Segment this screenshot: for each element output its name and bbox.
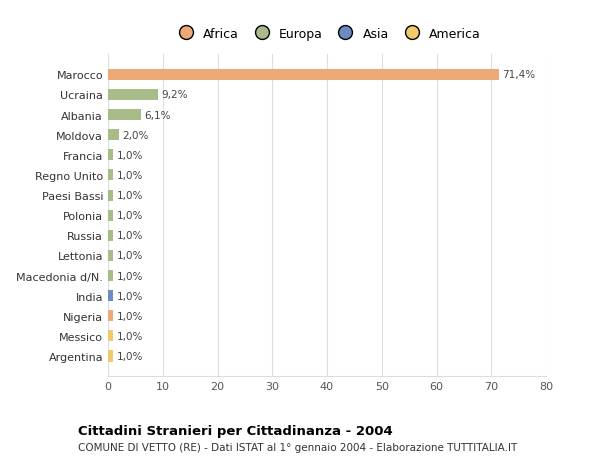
Bar xyxy=(108,170,113,181)
Text: 1,0%: 1,0% xyxy=(117,291,143,301)
Text: 1,0%: 1,0% xyxy=(117,251,143,261)
Bar xyxy=(108,311,113,322)
Text: 1,0%: 1,0% xyxy=(117,190,143,201)
Bar xyxy=(108,130,119,141)
Bar xyxy=(108,250,113,262)
Text: 1,0%: 1,0% xyxy=(117,331,143,341)
Text: 1,0%: 1,0% xyxy=(117,231,143,241)
Bar xyxy=(108,150,113,161)
Text: 1,0%: 1,0% xyxy=(117,151,143,161)
Text: COMUNE DI VETTO (RE) - Dati ISTAT al 1° gennaio 2004 - Elaborazione TUTTITALIA.I: COMUNE DI VETTO (RE) - Dati ISTAT al 1° … xyxy=(78,442,517,452)
Bar xyxy=(108,230,113,241)
Bar xyxy=(108,210,113,221)
Bar xyxy=(108,330,113,341)
Text: 71,4%: 71,4% xyxy=(502,70,535,80)
Text: 1,0%: 1,0% xyxy=(117,171,143,180)
Bar xyxy=(108,70,499,81)
Bar xyxy=(108,351,113,362)
Text: 1,0%: 1,0% xyxy=(117,351,143,361)
Bar xyxy=(108,110,142,121)
Text: 2,0%: 2,0% xyxy=(122,130,149,140)
Bar xyxy=(108,270,113,281)
Text: 1,0%: 1,0% xyxy=(117,211,143,221)
Text: Cittadini Stranieri per Cittadinanza - 2004: Cittadini Stranieri per Cittadinanza - 2… xyxy=(78,425,393,437)
Bar xyxy=(108,90,158,101)
Text: 1,0%: 1,0% xyxy=(117,311,143,321)
Text: 1,0%: 1,0% xyxy=(117,271,143,281)
Bar xyxy=(108,291,113,302)
Legend: Africa, Europa, Asia, America: Africa, Europa, Asia, America xyxy=(168,23,486,46)
Text: 6,1%: 6,1% xyxy=(145,110,171,120)
Text: 9,2%: 9,2% xyxy=(161,90,188,100)
Bar xyxy=(108,190,113,201)
